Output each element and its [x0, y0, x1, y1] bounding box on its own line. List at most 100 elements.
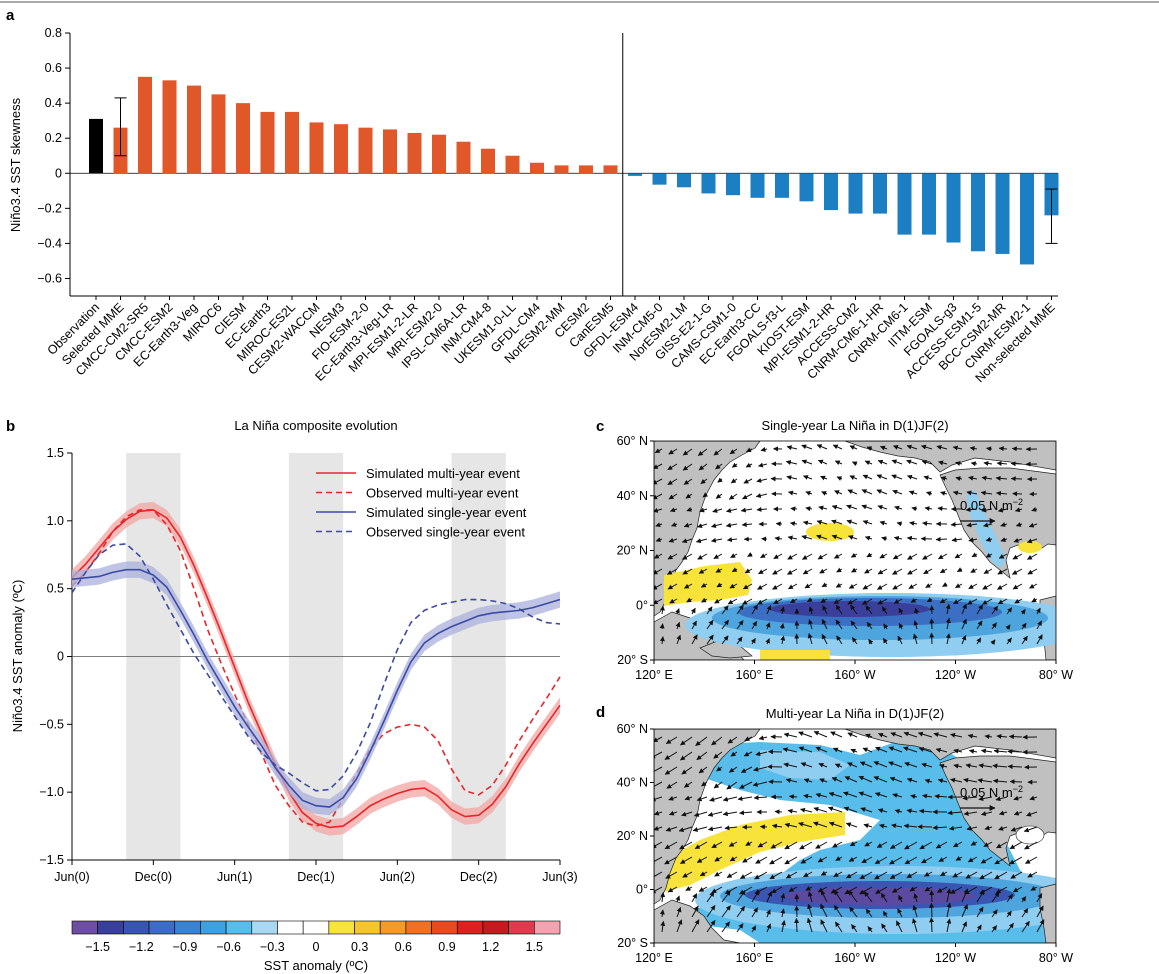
- wind-vector: [992, 763, 1008, 769]
- wind-vector: [950, 886, 963, 894]
- wind-vector: [961, 904, 968, 918]
- wind-vector: [1029, 583, 1038, 589]
- wind-vector: [695, 736, 708, 746]
- wind-vector: [982, 598, 993, 605]
- wind-vector: [976, 604, 984, 615]
- wind-vector: [740, 766, 753, 773]
- wind-vector: [753, 795, 768, 801]
- bar: [89, 118, 103, 174]
- wind-vector: [858, 791, 873, 798]
- legend-label: Simulated single-year event: [366, 505, 527, 520]
- wind-vector: [897, 908, 903, 918]
- wind-vector: [812, 821, 828, 828]
- wind-vector: [820, 889, 828, 903]
- wind-vector: [736, 636, 743, 645]
- wind-vector: [833, 553, 843, 559]
- wind-vector: [961, 921, 967, 933]
- wind-vector: [835, 619, 843, 630]
- wind-vector: [952, 490, 963, 496]
- wind-vector: [730, 478, 738, 484]
- wind-vector: [864, 535, 873, 541]
- wind-vector: [739, 781, 753, 789]
- wind-vector: [787, 553, 798, 560]
- bar: [652, 173, 667, 185]
- wind-vector: [780, 920, 786, 933]
- wind-vector: [891, 886, 903, 893]
- wind-vector: [851, 461, 858, 467]
- wind-vector: [877, 505, 888, 510]
- wind-vector: [780, 893, 786, 903]
- wind-vector: [898, 607, 904, 615]
- colorbar-tick-label: 1.5: [526, 940, 543, 954]
- wind-vector: [1036, 919, 1045, 933]
- legend-label: Simulated multi-year event: [366, 466, 520, 481]
- wind-vector: [929, 889, 935, 903]
- wind-vector: [848, 583, 858, 589]
- wind-vector: [728, 493, 738, 500]
- wind-vector: [967, 598, 978, 605]
- wind-vector: [1012, 886, 1023, 893]
- wind-vector: [712, 508, 723, 513]
- colorbar-swatch: [534, 920, 561, 935]
- wind-vector: [873, 776, 888, 783]
- wind-vector: [965, 871, 978, 879]
- wind-vector: [716, 766, 723, 772]
- wind-vector: [757, 583, 768, 590]
- colorbar-swatch: [71, 920, 98, 935]
- wind-vector: [667, 463, 678, 471]
- wind-vector: [849, 445, 858, 450]
- bar: [848, 173, 863, 214]
- y-tick-label: −1.5: [39, 853, 64, 867]
- wind-vector: [666, 568, 678, 575]
- wind-vector: [983, 841, 993, 848]
- wind-vector: [659, 636, 665, 645]
- wind-vector: [995, 490, 1008, 496]
- wind-vector: [681, 553, 693, 560]
- wind-vector: [736, 620, 744, 630]
- wind-vector: [991, 891, 1000, 903]
- wind-vector: [898, 894, 903, 903]
- wind-vector: [980, 748, 993, 754]
- wind-vector: [955, 583, 963, 589]
- wind-vector: [691, 893, 698, 903]
- wind-vector: [676, 634, 682, 645]
- wind-vector: [654, 507, 663, 513]
- wind-vector: [904, 856, 918, 865]
- colorbar-tick-label: −1.5: [85, 940, 110, 954]
- wind-vector: [961, 603, 967, 615]
- wind-vector: [909, 520, 918, 526]
- bar: [530, 162, 544, 174]
- wind-vector: [991, 622, 997, 630]
- wind-vector: [726, 781, 738, 790]
- wind-vector: [742, 856, 753, 863]
- wind-vector: [755, 493, 768, 498]
- wind-vector: [926, 597, 933, 603]
- map-lat-label: 20° S: [617, 936, 648, 950]
- wind-vector: [784, 841, 798, 850]
- wind-vector: [714, 856, 723, 862]
- wind-vector: [721, 619, 729, 630]
- wind-vector: [715, 568, 723, 573]
- wind-vector: [859, 886, 873, 895]
- wind-vector: [874, 792, 888, 798]
- wind-vector: [879, 553, 888, 559]
- wind-vector: [996, 841, 1008, 849]
- bar: [383, 129, 397, 174]
- wind-vector: [1006, 894, 1014, 903]
- wind-vector: [654, 886, 663, 894]
- wind-vector: [865, 733, 873, 739]
- wind-vector: [961, 618, 967, 630]
- colorbar-swatch: [456, 920, 484, 935]
- wind-vector: [684, 795, 693, 801]
- wind-vector: [822, 605, 828, 615]
- wind-vector: [755, 751, 768, 757]
- wind-vector: [698, 568, 708, 574]
- wind-vector: [751, 907, 759, 918]
- wind-vector: [785, 871, 798, 879]
- wind-vector: [706, 920, 716, 933]
- wind-vector: [766, 909, 771, 918]
- wind-vector: [745, 841, 753, 846]
- wind-vector: [892, 489, 903, 495]
- wind-vector: [722, 811, 738, 817]
- series-line: [71, 543, 561, 792]
